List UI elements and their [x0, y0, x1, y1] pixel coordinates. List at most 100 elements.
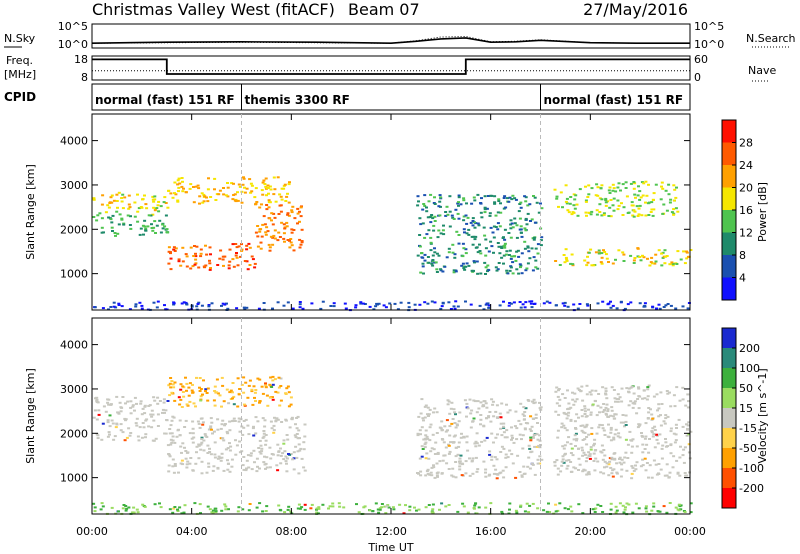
scatter-mark [108, 202, 112, 204]
scatter-mark [213, 390, 217, 392]
scatter-mark [262, 461, 266, 464]
scatter-mark [254, 203, 257, 206]
scatter-mark [106, 204, 110, 207]
scatter-mark [97, 413, 101, 416]
scatter-mark [624, 506, 627, 509]
scatter-mark [606, 408, 610, 411]
scatter-mark [274, 419, 278, 422]
scatter-mark [662, 306, 666, 308]
scatter-mark [303, 435, 307, 438]
scatter-mark [194, 258, 198, 261]
scatter-mark [563, 301, 567, 304]
scatter-mark [458, 465, 462, 468]
scatter-mark [169, 386, 173, 389]
scatter-mark [259, 228, 263, 231]
scatter-mark [263, 223, 267, 226]
scatter-mark [662, 505, 666, 508]
scatter-mark [631, 402, 635, 405]
scatter-mark [284, 200, 288, 202]
scatter-mark [242, 376, 246, 379]
scatter-mark [371, 510, 375, 512]
scatter-mark [214, 510, 218, 513]
scatter-mark [458, 457, 462, 460]
scatter-mark [205, 392, 209, 394]
scatter-mark [625, 502, 629, 505]
scatter-mark [518, 263, 522, 266]
scatter-mark [669, 444, 673, 447]
scatter-mark [266, 404, 270, 407]
scatter-mark [237, 420, 241, 423]
scatter-mark [615, 307, 619, 310]
scatter-mark [528, 203, 532, 206]
scatter-mark [265, 505, 269, 508]
scatter-mark [289, 396, 293, 399]
scatter-mark [297, 472, 301, 475]
scatter-mark [485, 436, 489, 439]
scatter-mark [534, 417, 538, 419]
scatter-mark [284, 418, 288, 421]
scatter-mark [664, 189, 668, 192]
scatter-mark [338, 505, 342, 508]
scatter-mark [228, 470, 232, 473]
scatter-mark [592, 460, 596, 462]
scatter-mark [184, 419, 188, 422]
scatter-mark [486, 264, 490, 267]
scatter-mark [471, 420, 475, 423]
scatter-mark [518, 203, 522, 205]
scatter-mark [528, 428, 532, 431]
scatter-mark [657, 403, 661, 406]
colorbar-tick-label: -15 [739, 422, 757, 435]
scatter-mark [454, 455, 458, 458]
scatter-mark [460, 432, 463, 435]
scatter-mark [191, 391, 195, 394]
scatter-mark [154, 232, 157, 234]
scatter-mark [683, 472, 687, 474]
scatter-mark [171, 465, 175, 468]
scatter-mark [286, 438, 290, 441]
scatter-mark [444, 446, 448, 449]
scatter-mark [487, 250, 491, 253]
scatter-mark [529, 415, 533, 418]
scatter-mark [242, 426, 246, 429]
scatter-mark [609, 439, 613, 442]
scatter-mark [143, 412, 147, 415]
scatter-mark [205, 253, 209, 256]
scatter-mark [236, 377, 240, 380]
nsky-tick-bottom: 10^0 [58, 38, 88, 51]
scatter-mark [450, 214, 454, 217]
scatter-mark [129, 215, 132, 218]
scatter-mark [205, 436, 209, 438]
scatter-mark [146, 225, 150, 228]
y-tick-label: 2000 [60, 427, 88, 440]
scatter-mark [213, 453, 217, 456]
scatter-mark [452, 271, 456, 274]
scatter-mark [447, 504, 451, 506]
scatter-mark [515, 224, 519, 227]
scatter-mark [591, 508, 595, 511]
scatter-mark [547, 502, 550, 505]
scatter-mark [156, 402, 160, 405]
scatter-mark [283, 226, 287, 229]
freq-unit: [MHz] [4, 68, 36, 81]
scatter-mark [501, 469, 505, 472]
scatter-mark [273, 378, 277, 381]
scatter-mark [489, 226, 493, 229]
scatter-mark [658, 433, 662, 436]
scatter-mark [618, 436, 622, 439]
scatter-mark [276, 239, 280, 242]
scatter-mark [195, 305, 199, 308]
scatter-mark [429, 423, 433, 426]
scatter-mark [561, 458, 565, 461]
scatter-mark [239, 255, 242, 258]
scatter-mark [471, 224, 475, 227]
scatter-mark [479, 414, 483, 416]
scatter-mark [668, 201, 672, 204]
scatter-mark [232, 395, 236, 398]
scatter-mark [99, 508, 103, 511]
scatter-mark [595, 213, 599, 216]
scatter-mark [145, 207, 149, 210]
scatter-mark [471, 220, 475, 222]
scatter-mark [225, 388, 229, 391]
scatter-mark [542, 302, 546, 305]
scatter-mark [96, 401, 100, 404]
